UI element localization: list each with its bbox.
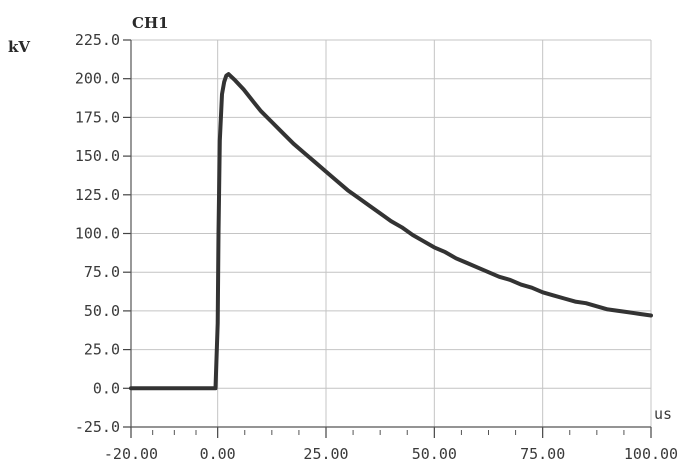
y-tick-label: 75.0: [84, 263, 120, 281]
x-tick-labels: -20.00 0.00 25.00 50.00 75.00 100.00: [104, 445, 678, 462]
x-tick-label: 100.00: [624, 445, 678, 462]
y-tick-label: 50.0: [84, 302, 120, 320]
x-tick-label: 25.00: [303, 445, 348, 462]
x-tick-label: 75.00: [520, 445, 565, 462]
chart-title: CH1: [132, 14, 169, 32]
y-tick-label: 225.0: [75, 31, 120, 49]
grid: [130, 39, 652, 428]
waveform-line: [129, 72, 653, 391]
x-tick-label: 50.00: [412, 445, 457, 462]
y-tick-labels: -25.0 0.0 25.0 50.0 75.0 100.0 125.0 150.0 175.0…: [75, 31, 120, 436]
y-tick-label: -25.0: [75, 418, 120, 436]
axes: [123, 39, 652, 438]
y-tick-label: 25.0: [84, 341, 120, 359]
x-tick-label: -20.00: [104, 445, 158, 462]
y-axis-unit: kV: [8, 38, 30, 56]
y-tick-label: 0.0: [93, 379, 120, 397]
x-axis-unit: us: [654, 405, 672, 423]
series-layer: [129, 72, 653, 391]
y-tick-label: 200.0: [75, 70, 120, 88]
y-tick-label: 100.0: [75, 225, 120, 243]
y-tick-label: 150.0: [75, 147, 120, 165]
y-tick-label: 125.0: [75, 186, 120, 204]
x-tick-label: 0.00: [200, 445, 236, 462]
y-tick-label: 175.0: [75, 108, 120, 126]
